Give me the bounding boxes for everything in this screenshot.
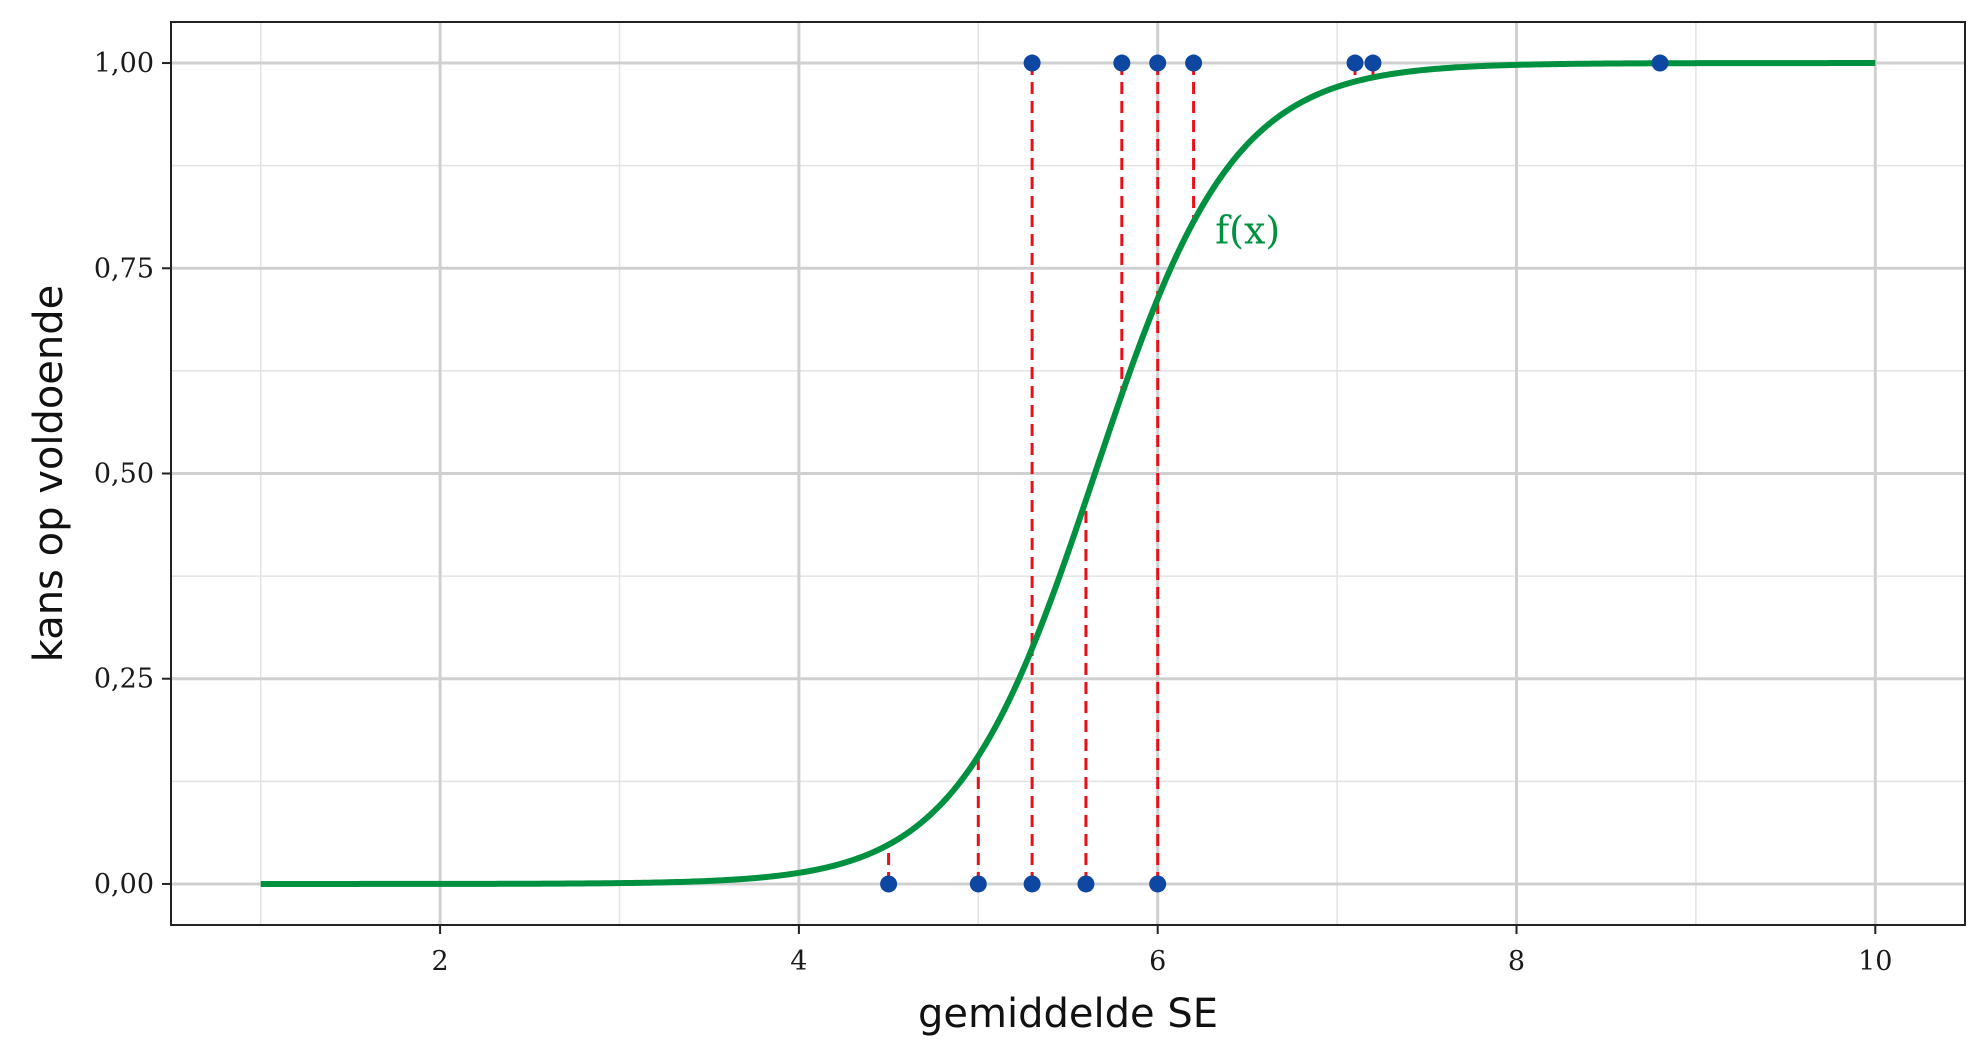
data-point	[1023, 875, 1041, 893]
x-tick-label: 4	[790, 946, 807, 977]
x-tick-label: 2	[432, 946, 449, 977]
logistic-curve	[260, 60, 1876, 887]
y-tick-label: 0,75	[94, 253, 154, 284]
data-point	[1364, 54, 1382, 72]
data-point	[969, 875, 987, 893]
data-point	[1185, 54, 1203, 72]
y-tick-label: 0,25	[94, 664, 154, 695]
y-tick-label: 0,50	[94, 459, 154, 490]
x-tick-label: 6	[1149, 946, 1166, 977]
data-point	[1077, 875, 1095, 893]
x-tick-label: 8	[1508, 946, 1525, 977]
x-axis-title: gemiddelde SE	[918, 991, 1218, 1037]
data-point	[1023, 54, 1041, 72]
y-tick-label: 1,00	[94, 48, 154, 79]
y-axis-title: kans op voldoende	[26, 285, 72, 663]
data-point	[1113, 54, 1131, 72]
x-tick-label: 10	[1858, 946, 1892, 977]
data-point	[1149, 875, 1167, 893]
y-tick-label: 0,00	[94, 869, 154, 900]
curve-label: f(x)	[1215, 209, 1280, 253]
residual-lines-layer	[887, 63, 1662, 884]
x-axis-ticks: 2 4 6 8 10	[432, 925, 1892, 977]
data-point	[1651, 54, 1669, 72]
grid-layer	[171, 22, 1965, 925]
data-point	[1346, 54, 1364, 72]
curve-layer	[260, 60, 1876, 887]
data-point	[1149, 54, 1167, 72]
data-point	[880, 875, 898, 893]
data-points-layer	[880, 54, 1669, 893]
y-axis-ticks: 0,00 0,25 0,50 0,75 1,00	[94, 48, 171, 900]
